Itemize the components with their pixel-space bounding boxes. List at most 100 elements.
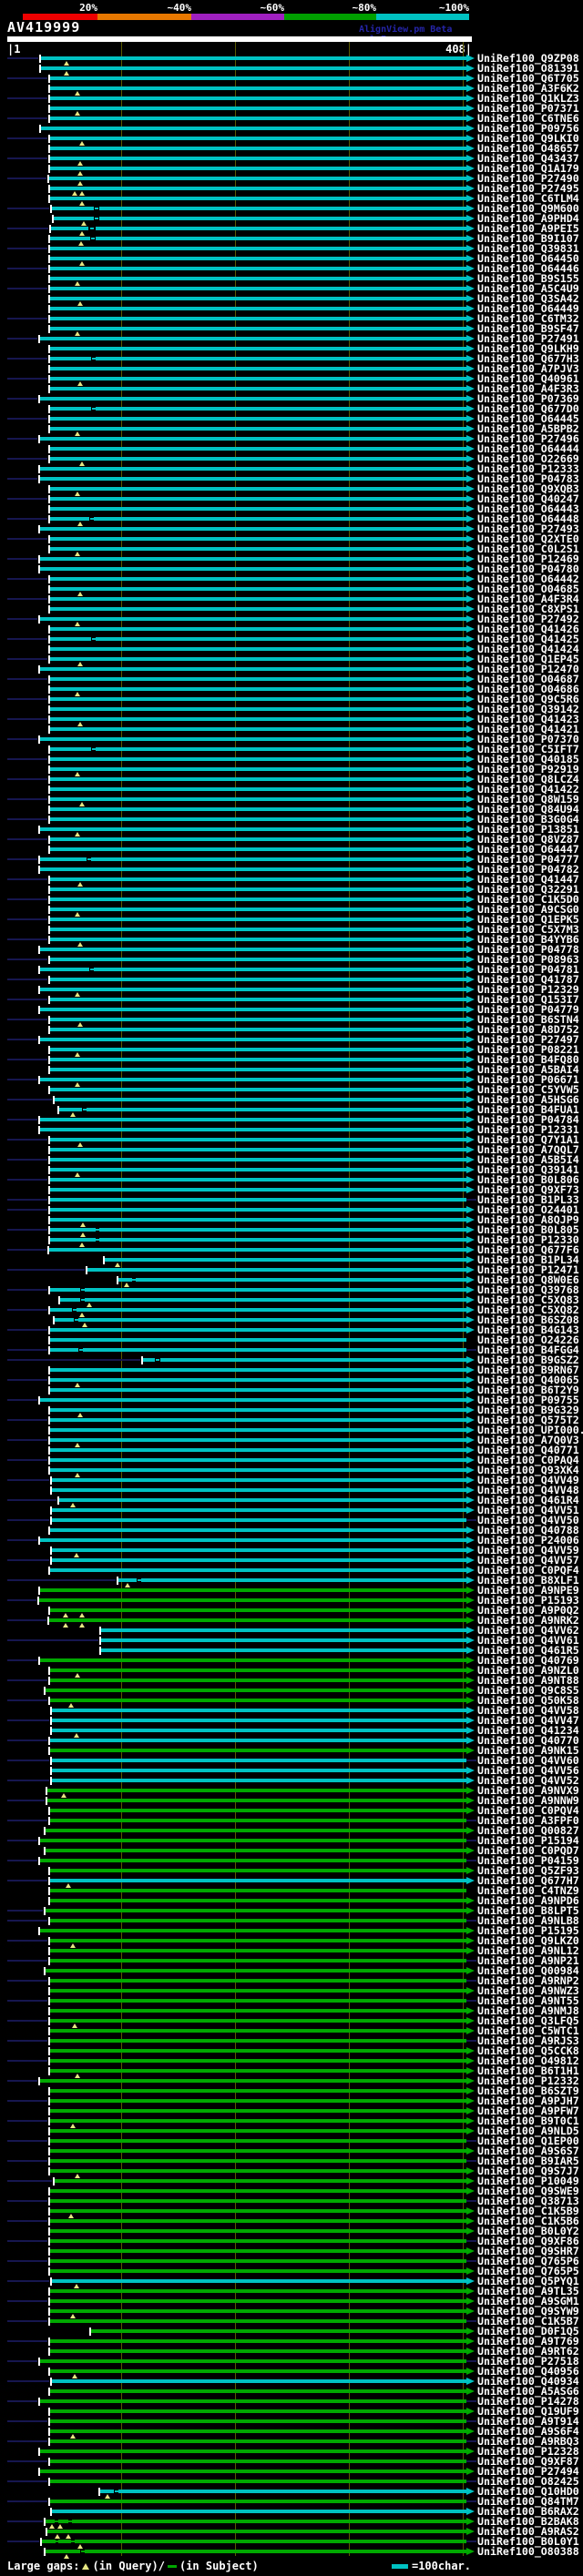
alignment-row[interactable]: UniRef100_A9RAS2: [0, 2525, 583, 2539]
hit-label[interactable]: UniRef100_Q9XF86: [477, 2235, 579, 2247]
alignment-row[interactable]: UniRef100_O04687: [0, 673, 583, 685]
alignment-row[interactable]: UniRef100_B4YYB6: [0, 933, 583, 947]
alignment-row[interactable]: UniRef100_A9S6S7: [0, 2145, 583, 2156]
hit-label[interactable]: UniRef100_A9RBQ3: [477, 2435, 579, 2448]
hit-label[interactable]: UniRef100_A3FPF0: [477, 1814, 579, 1827]
hit-label[interactable]: UniRef100_Q43437: [477, 152, 579, 165]
hit-label[interactable]: UniRef100_O04685: [477, 583, 579, 595]
alignment-row[interactable]: UniRef100_B0L806: [0, 1173, 583, 1185]
alignment-row[interactable]: UniRef100_A9T914: [0, 2415, 583, 2427]
alignment-row[interactable]: UniRef100_Q39831: [0, 242, 583, 254]
alignment-row[interactable]: UniRef100_Q9C8S5: [0, 1684, 583, 1696]
hit-label[interactable]: UniRef100_P10049: [477, 2175, 579, 2187]
hit-label[interactable]: UniRef100_P27490: [477, 172, 579, 185]
hit-label[interactable]: UniRef100_P06671: [477, 1073, 579, 1086]
hit-label[interactable]: UniRef100_C1K5B6: [477, 2215, 579, 2227]
hit-label[interactable]: UniRef100_Q5CCK8: [477, 2044, 579, 2057]
alignment-row[interactable]: UniRef100_Q9SWE9: [0, 2185, 583, 2196]
hit-label[interactable]: UniRef100_Q40788: [477, 1524, 579, 1536]
hit-label[interactable]: UniRef100_O24226: [477, 1334, 579, 1346]
alignment-row[interactable]: UniRef100_B9G329: [0, 1404, 583, 1417]
hit-label[interactable]: UniRef100_A9CSG0: [477, 903, 579, 916]
alignment-row[interactable]: UniRef100_O64444: [0, 442, 583, 455]
hit-label[interactable]: UniRef100_P12331: [477, 1123, 579, 1136]
alignment-row[interactable]: UniRef100_P12332: [0, 2074, 583, 2086]
hit-label[interactable]: UniRef100_B6SZ08: [477, 1313, 579, 1326]
hit-label[interactable]: UniRef100_P27495: [477, 182, 579, 195]
alignment-row[interactable]: UniRef100_B9IAR5: [0, 2155, 583, 2166]
hit-label[interactable]: UniRef100_O80388: [477, 2545, 579, 2558]
hit-label[interactable]: UniRef100_O64446: [477, 262, 579, 275]
hit-label[interactable]: UniRef100_Q4VV51: [477, 1504, 579, 1516]
hit-label[interactable]: UniRef100_C5YVW5: [477, 1083, 579, 1096]
hit-label[interactable]: UniRef100_Q765P5: [477, 2265, 579, 2277]
hit-label[interactable]: UniRef100_A9RNP2: [477, 1974, 579, 1987]
alignment-row[interactable]: UniRef100_P12469: [0, 553, 583, 564]
hit-label[interactable]: UniRef100_B9G329: [477, 1404, 579, 1416]
alignment-row[interactable]: UniRef100_P27495: [0, 182, 583, 196]
alignment-row[interactable]: UniRef100_Q93XK4: [0, 1464, 583, 1477]
hit-label[interactable]: UniRef100_O64449: [477, 302, 579, 315]
hit-label[interactable]: UniRef100_A9PFW7: [477, 2104, 579, 2117]
alignment-row[interactable]: UniRef100_P04779: [0, 1003, 583, 1015]
hit-label[interactable]: UniRef100_A9NRK2: [477, 1614, 579, 1627]
hit-label[interactable]: UniRef100_A4F3R4: [477, 593, 579, 605]
hit-label[interactable]: UniRef100_A9NMJ8: [477, 2004, 579, 2017]
hit-label[interactable]: UniRef100_Q1EPK5: [477, 913, 579, 926]
alignment-row[interactable]: UniRef100_B4G143: [0, 1323, 583, 1335]
hit-label[interactable]: UniRef100_Q4VV50: [477, 1514, 579, 1526]
hit-label[interactable]: UniRef100_Q40185: [477, 753, 579, 766]
hit-label[interactable]: UniRef100_Q40770: [477, 1734, 579, 1747]
hit-label[interactable]: UniRef100_C0PAQ4: [477, 1454, 579, 1466]
alignment-row[interactable]: UniRef100_Q9XQB3: [0, 482, 583, 496]
hit-label[interactable]: UniRef100_A9NNW9: [477, 1794, 579, 1807]
alignment-row[interactable]: UniRef100_A8QJP9: [0, 1213, 583, 1227]
hit-label[interactable]: UniRef100_B4FGG4: [477, 1344, 579, 1356]
alignment-row[interactable]: UniRef100_A5C4U9: [0, 282, 583, 294]
alignment-row[interactable]: UniRef100_Q9XF87: [0, 2455, 583, 2467]
alignment-row[interactable]: UniRef100_Q4VV57: [0, 1554, 583, 1566]
alignment-row[interactable]: UniRef100_Q461R5: [0, 1644, 583, 1656]
hit-label[interactable]: UniRef100_A9NLD5: [477, 2125, 579, 2137]
hit-label[interactable]: UniRef100_C0PQV4: [477, 1804, 579, 1817]
alignment-row[interactable]: UniRef100_A5HSG6: [0, 1093, 583, 1105]
alignment-row[interactable]: UniRef100_O64449: [0, 302, 583, 315]
hit-label[interactable]: UniRef100_Q4VV60: [477, 1754, 579, 1767]
hit-label[interactable]: UniRef100_O64444: [477, 442, 579, 455]
alignment-row[interactable]: UniRef100_Q1KLZ3: [0, 92, 583, 104]
alignment-row[interactable]: UniRef100_O24401: [0, 1203, 583, 1215]
alignment-row[interactable]: UniRef100_Q5PYQ1: [0, 2275, 583, 2288]
alignment-row[interactable]: UniRef100_A9NPD6: [0, 1894, 583, 1906]
alignment-row[interactable]: UniRef100_Q9SHR7: [0, 2245, 583, 2257]
alignment-row[interactable]: UniRef100_P09755: [0, 1394, 583, 1405]
alignment-row[interactable]: UniRef100_B4FQ80: [0, 1053, 583, 1065]
alignment-row[interactable]: UniRef100_B2BAK8: [0, 2515, 583, 2529]
alignment-row[interactable]: UniRef100_C6TM32: [0, 312, 583, 325]
alignment-row[interactable]: UniRef100_P04780: [0, 563, 583, 574]
hit-label[interactable]: UniRef100_Q9SYW9: [477, 2305, 579, 2317]
alignment-row[interactable]: UniRef100_B9I107: [0, 232, 583, 246]
hit-label[interactable]: UniRef100_P15195: [477, 1924, 579, 1937]
hit-label[interactable]: UniRef100_Q32291: [477, 883, 579, 896]
alignment-row[interactable]: UniRef100_Q4VV47: [0, 1714, 583, 1726]
hit-label[interactable]: UniRef100_Q38713: [477, 2195, 579, 2207]
hit-label[interactable]: UniRef100_B9SF47: [477, 322, 579, 335]
alignment-row[interactable]: UniRef100_A9NMJ8: [0, 2004, 583, 2017]
alignment-row[interactable]: UniRef100_Q4VV50: [0, 1514, 583, 1526]
hit-label[interactable]: UniRef100_Q41787: [477, 973, 579, 986]
alignment-row[interactable]: UniRef100_Q677H3: [0, 352, 583, 364]
hit-label[interactable]: UniRef100_A5ASG6: [477, 2385, 579, 2398]
alignment-row[interactable]: UniRef100_A8D752: [0, 1023, 583, 1035]
alignment-row[interactable]: UniRef100_O64448: [0, 512, 583, 526]
hit-label[interactable]: UniRef100_Q575T2: [477, 1414, 579, 1426]
hit-label[interactable]: UniRef100_Q40956: [477, 2365, 579, 2378]
hit-label[interactable]: UniRef100_B8XLF1: [477, 1574, 579, 1587]
hit-label[interactable]: UniRef100_B9I107: [477, 232, 579, 245]
hit-label[interactable]: UniRef100_C6TM32: [477, 312, 579, 325]
hit-label[interactable]: UniRef100_A5BAI4: [477, 1063, 579, 1076]
alignment-row[interactable]: UniRef100_Q39768: [0, 1283, 583, 1295]
hit-label[interactable]: UniRef100_P04782: [477, 863, 579, 876]
hit-label[interactable]: UniRef100_Q8W0E6: [477, 1273, 579, 1286]
alignment-row[interactable]: UniRef100_A9NZL0: [0, 1664, 583, 1678]
alignment-row[interactable]: UniRef100_B0L0Y2: [0, 2225, 583, 2236]
